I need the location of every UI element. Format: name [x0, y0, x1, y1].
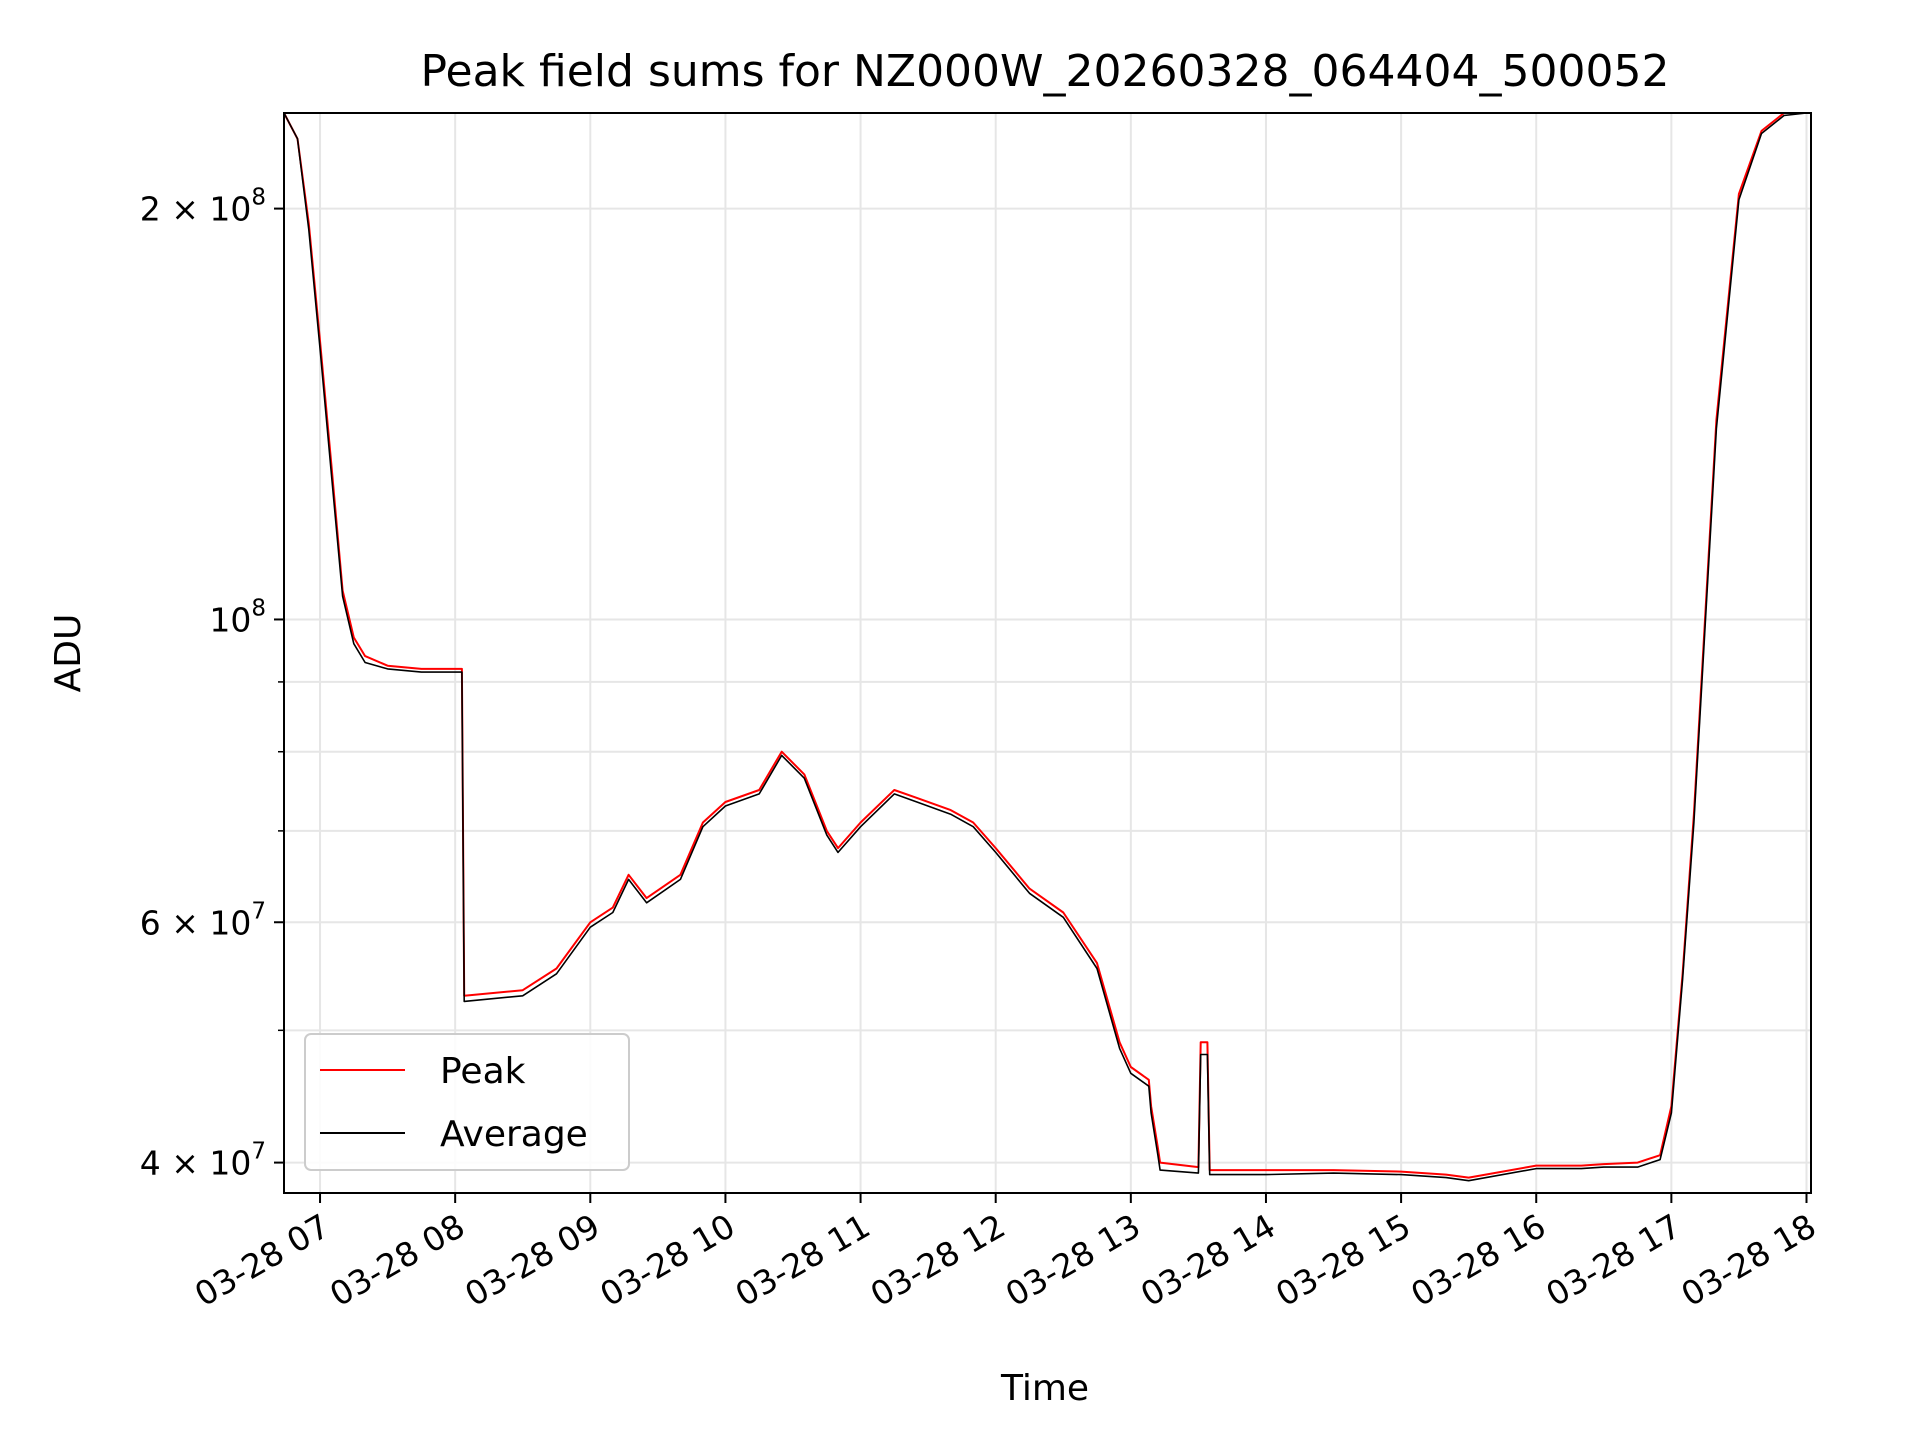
chart-title: Peak field sums for NZ000W_20260328_0644…	[421, 46, 1670, 97]
y-tick-label: 4 × 107	[140, 1139, 266, 1183]
legend-peak-label: Peak	[440, 1051, 526, 1092]
plot-lines	[283, 112, 1811, 1182]
y-axis-ticks: 2 × 108 108 6 × 107 4 × 107	[140, 185, 284, 1183]
y-tick-label: 6 × 107	[140, 898, 266, 942]
grid	[284, 113, 1811, 1193]
legend-frame	[304, 1033, 630, 1171]
plot-frame	[283, 112, 1812, 1194]
legend: Peak Average	[304, 1033, 630, 1171]
y-tick-label: 2 × 108	[140, 185, 266, 229]
series-line-peak	[283, 112, 1811, 1179]
y-tick-label: 108	[209, 595, 266, 639]
legend-average-label: Average	[440, 1114, 588, 1155]
series-line-average	[283, 112, 1811, 1182]
x-axis-label: Time	[1000, 1368, 1089, 1409]
y-axis-label: ADU	[48, 614, 89, 693]
